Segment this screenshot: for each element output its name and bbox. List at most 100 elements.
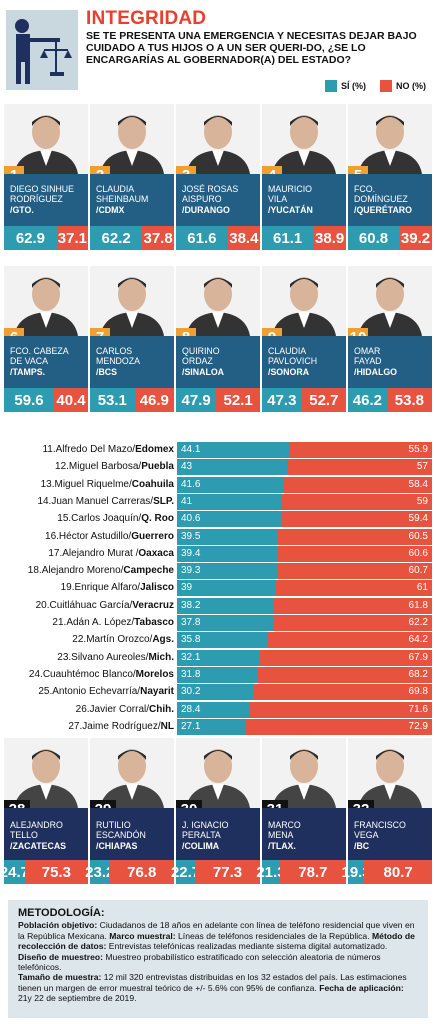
governor-name: 15.Carlos Joaquín/ [57,513,142,525]
governor-name: MARCO MENA/TLAX. [262,808,346,860]
name-line: QUIRINO [182,346,220,356]
no-value: 80.7 [364,860,432,884]
name-line: CARLOS [96,346,133,356]
governor-name: QUIRINO ORDAZ/SINALOA [176,336,260,388]
governor-name: 11.Alfredo Del Mazo/ [42,444,136,455]
bar-row: 26.Javier Corral/Chih. 28.4 71.6 [0,701,436,719]
survey-question: SE TE PRESENTA UNA EMERGENCIA Y NECESITA… [86,30,417,66]
governor-name: 27.Jaime Rodríguez/ [68,720,161,732]
value-row: 62.9 37.1 [4,226,88,250]
legend-no: NO (%) [380,80,426,92]
governor-name: FRANCISCO VEGA/BC [348,808,432,860]
governor-name: 20.Cuitláhuac García/ [35,599,133,611]
si-bar: 39.5 [177,528,278,545]
state-label: Jalisco [140,582,174,594]
governor-photo [4,104,88,174]
governor-photo [90,738,174,808]
legend-si-swatch [324,80,337,92]
name-line: J. IGNACIO [182,820,229,830]
method-text: Líneas de teléfonos residenciales de la … [175,930,372,941]
methodology-title: METODOLOGÍA: [18,907,105,919]
si-value: 19.3 [342,860,371,884]
method-label: Marco muestral: [109,930,176,941]
si-bar: 39.4 [177,545,278,562]
no-value: 76.8 [109,860,174,884]
governor-photo [176,104,260,174]
no-bar: 61.8 [274,597,432,614]
no-bar: 71.6 [249,701,432,718]
governor-name: 21.Adán A. López/ [52,617,135,628]
governor-photo [4,738,88,808]
row-label: 15.Carlos Joaquín/Q. Roo [57,513,174,524]
name-line: CLAUDIA [96,184,135,194]
governor-name: 13.Miguel Riquelme/ [40,478,132,490]
row-label: 22.Martín Orozco/Ags. [72,634,174,645]
value-row: 53.1 46.9 [90,388,174,412]
name-line: MAURICIO [268,184,312,194]
no-value: 52.7 [301,388,346,412]
governor-name: JOSÉ ROSAS AISPURO/DURANGO [176,174,260,226]
portrait-icon [176,104,260,174]
name-line: RUTILIO [96,820,131,830]
state-label: /BCS [96,366,118,377]
governor-name: J. IGNACIO PERALTA/COLIMA [176,808,260,860]
state-label: Tabasco [134,617,174,628]
name-line: PERALTA [182,830,221,841]
legend-si: SÍ (%) [324,80,366,92]
state-label: /YUCATÁN [268,204,313,215]
value-row: 61.6 38.4 [176,226,260,250]
governor-photo [176,738,260,808]
governor-name: 25.Antonio Echevarría/ [38,686,141,698]
row-label: 11.Alfredo Del Mazo/Edomex [42,444,174,455]
si-value: 61.1 [262,226,314,250]
si-value: 21.3 [256,860,286,884]
governor-name: 22.Martín Orozco/ [72,634,153,646]
name-line: ESCANDÓN [96,830,146,841]
header: INTEGRIDAD SE TE PRESENTA UNA EMERGENCIA… [0,0,436,110]
governor-name: 18.Alejandro Moreno/ [27,565,124,577]
name-line: DE VACA [10,356,48,367]
state-label: Chih. [149,703,174,715]
integrity-illustration [6,10,78,90]
governor-name: FCO. CABEZA DE VACA/TAMPS. [4,336,88,388]
si-bar: 27.1 [177,718,247,735]
state-label: Ags. [152,634,174,646]
method-text: 21y 22 de septiembre de 2019. [18,993,137,1004]
governor-name: FCO. DOMÍNGUEZ/QUERÉTARO [348,174,432,226]
bar-row: 15.Carlos Joaquín/Q. Roo 40.6 59.4 [0,511,436,528]
row-label: 27.Jaime Rodríguez/NL [68,721,174,732]
governor-photo [348,266,432,336]
bar-row: 12.Miguel Barbosa/Puebla 43 57 [0,459,436,476]
portrait-icon [348,104,432,174]
row-label: 21.Adán A. López/Tabasco [52,617,174,628]
no-value: 38.9 [313,226,346,250]
state-label: /ZACATECAS [10,840,67,851]
governor-name: 19.Enrique Alfaro/ [60,582,141,594]
value-row: 59.6 40.4 [4,388,88,412]
name-line: DOMÍNGUEZ [354,194,408,205]
si-bar: 28.4 [177,701,250,718]
name-line: ALEJANDRO [10,820,63,830]
method-label: Diseño de muestreo: [18,951,104,962]
method-label: Método de recolección de datos: [18,930,415,952]
si-value: 61.6 [176,226,228,250]
state-label: Nayarit [140,686,174,698]
portrait-icon [262,738,346,808]
value-row: 60.8 39.2 [348,226,432,250]
no-value: 37.1 [56,226,88,250]
state-label: /SINALOA [182,366,225,377]
bar-row: 23.Silvano Aureoles/Mich. 32.1 67.9 [0,649,436,667]
state-label: Campeche [123,565,174,577]
name-line: CLAUDIA [268,346,307,356]
row-label: 26.Javier Corral/Chih. [76,704,174,715]
legend-no-label: NO (%) [396,81,426,91]
no-value: 75.3 [24,860,88,884]
state-label: /TAMPS. [10,366,46,377]
name-line: MENA [268,830,294,841]
row-label: 23.Silvano Aureoles/Mich. [57,652,174,663]
no-value: 40.4 [54,388,88,412]
governor-photo [90,104,174,174]
si-value: 60.8 [348,226,400,250]
method-label: Fecha de aplicación: [319,982,404,993]
si-value: 53.1 [90,388,135,412]
